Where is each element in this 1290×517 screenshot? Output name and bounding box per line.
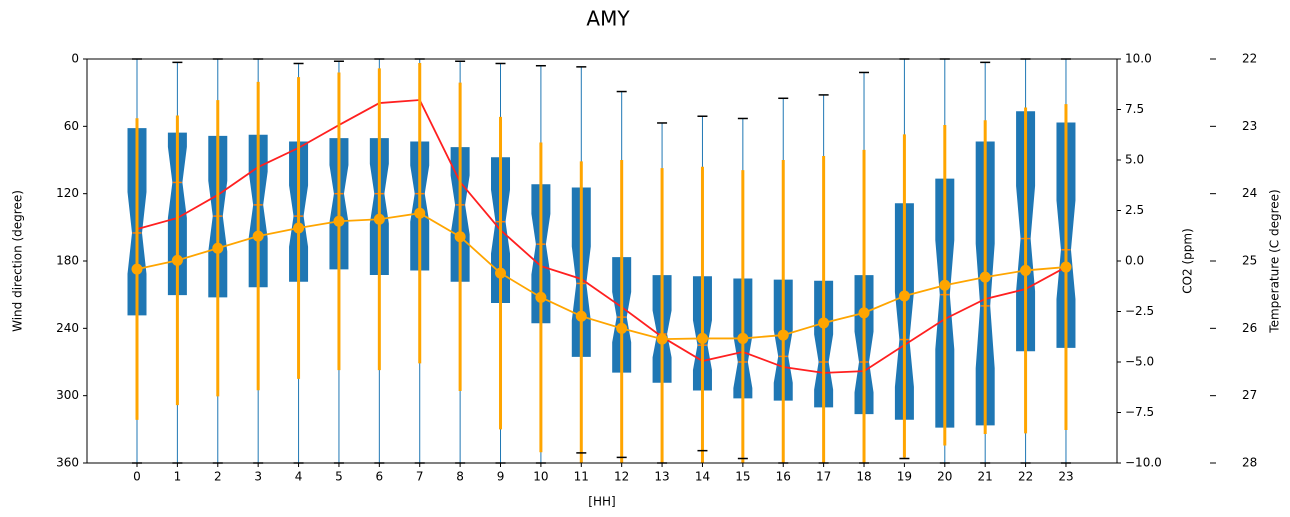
point [696, 332, 708, 344]
x-tick-label: 13 [654, 470, 669, 484]
x-tick-label: 3 [254, 470, 262, 484]
x-tick-label: 14 [695, 470, 710, 484]
x-tick-label: 21 [978, 470, 993, 484]
line [136, 99, 1067, 374]
point [777, 329, 789, 341]
y3-tick-label: 27 [1242, 388, 1257, 402]
x-tick-label: 22 [1018, 470, 1033, 484]
x-tick-label: 5 [335, 470, 343, 484]
point [1020, 264, 1032, 276]
y2-tick-label: 7.5 [1125, 102, 1144, 116]
y2-axis-label: CO2 (ppm) [1181, 228, 1195, 294]
x-tick-label: 0 [133, 470, 141, 484]
y-tick-label: 360 [56, 456, 79, 470]
y2-tick-label: −5.0 [1125, 355, 1154, 369]
x-tick-label: 19 [897, 470, 912, 484]
point [212, 242, 224, 254]
x-tick-label: 20 [937, 470, 952, 484]
point [373, 213, 385, 225]
x-tick-label: 10 [533, 470, 548, 484]
x-tick-label: 23 [1058, 470, 1073, 484]
x-tick-label: 12 [614, 470, 629, 484]
point [616, 322, 628, 334]
point [575, 310, 587, 322]
x-tick-label: 18 [856, 470, 871, 484]
point [333, 215, 345, 227]
x-axis-label: [HH] [588, 495, 615, 509]
y2-tick-label: 2.5 [1125, 203, 1144, 217]
point [898, 290, 910, 302]
y3-tick-label: 24 [1242, 186, 1257, 200]
point [293, 222, 305, 234]
line [136, 212, 1067, 341]
point [818, 317, 830, 329]
point [131, 263, 143, 275]
y2-tick-label: −7.5 [1125, 405, 1154, 419]
x-tick-label: 7 [416, 470, 424, 484]
y3-tick-label: 28 [1242, 456, 1257, 470]
y3-axis-label: Temperature (C degree) [1268, 189, 1282, 333]
x-tick-label: 1 [174, 470, 182, 484]
plot-area [127, 59, 1076, 463]
point [535, 291, 547, 303]
y3-tick-label: 22 [1242, 52, 1257, 66]
chart-title: AMY [586, 7, 630, 31]
point [454, 231, 466, 243]
point [939, 279, 951, 291]
y2-tick-label: −10.0 [1125, 456, 1162, 470]
point [979, 271, 991, 283]
x-tick-label: 2 [214, 470, 222, 484]
point [252, 230, 264, 242]
point [656, 333, 668, 345]
y3-tick-label: 26 [1242, 321, 1257, 335]
y-axis-label: Wind direction (degree) [11, 190, 25, 332]
x-tick-label: 9 [497, 470, 505, 484]
x-tick-label: 15 [735, 470, 750, 484]
x-tick-label: 6 [376, 470, 384, 484]
x-tick-label: 11 [574, 470, 589, 484]
y2-tick-label: 0.0 [1125, 254, 1144, 268]
x-tick-label: 16 [776, 470, 791, 484]
point [858, 307, 870, 319]
y-tick-label: 180 [56, 254, 79, 268]
plot-frame [86, 58, 1118, 464]
point [414, 207, 426, 219]
y-tick-label: 240 [56, 321, 79, 335]
y-tick-label: 60 [64, 119, 79, 133]
point [1060, 261, 1072, 273]
point [737, 332, 749, 344]
y3-tick-label: 23 [1242, 119, 1257, 133]
y2-tick-label: 10.0 [1125, 52, 1152, 66]
y-tick-label: 0 [71, 52, 79, 66]
x-tick-label: 17 [816, 470, 831, 484]
y2-tick-label: 5.0 [1125, 153, 1144, 167]
y-tick-label: 300 [56, 388, 79, 402]
y3-tick-label: 25 [1242, 254, 1257, 268]
point [171, 254, 183, 266]
x-tick-label: 8 [456, 470, 464, 484]
x-tick-label: 4 [295, 470, 303, 484]
y2-tick-label: −2.5 [1125, 304, 1154, 318]
point [495, 267, 507, 279]
y-tick-label: 120 [56, 186, 79, 200]
